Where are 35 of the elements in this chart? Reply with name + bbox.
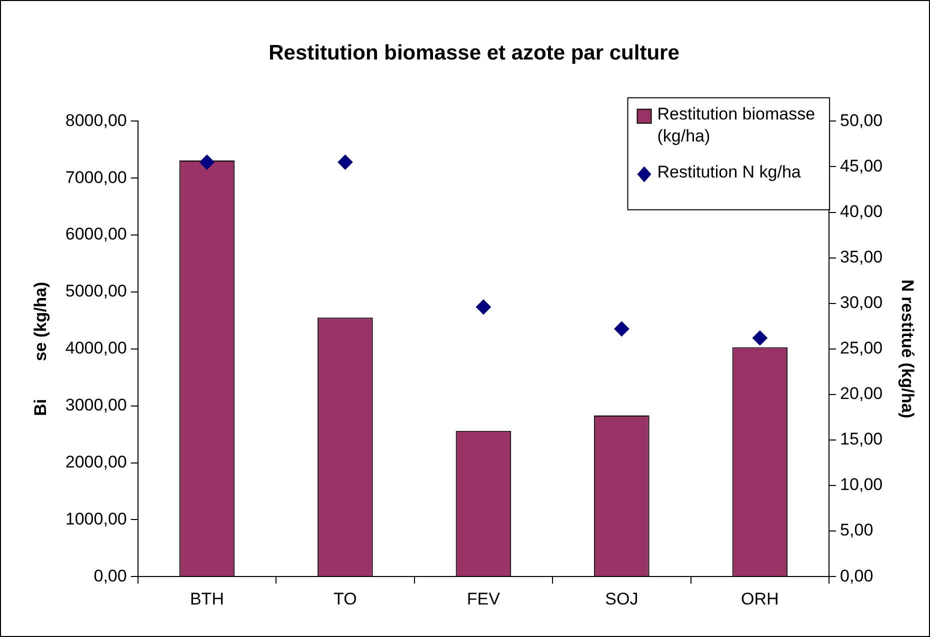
point (476, 300, 491, 315)
chart-title: Restitution biomasse et azote par culture (268, 41, 680, 64)
y-tick-label: 7000,00 (65, 168, 127, 187)
y2-axis-title: N restitué (kg/ha) (898, 279, 918, 418)
y-tick-label: 6000,00 (65, 224, 127, 244)
x-tick-label: TO (334, 589, 357, 608)
x-tick-label: SOJ (605, 589, 638, 608)
y2-tick-label: 25,00 (840, 338, 883, 358)
y2-tick-label: 40,00 (840, 202, 883, 221)
x-tick-label: FEV (466, 589, 501, 608)
y2-tick-label: 15,00 (840, 430, 883, 449)
y2-tick-label: 50,00 (840, 110, 883, 130)
y-tick-label: 2000,00 (65, 452, 127, 472)
y-tick-label: 3000,00 (65, 396, 127, 415)
y-tick-label: 4000,00 (65, 338, 127, 358)
legend-label: Restitution N kg/ha (657, 162, 802, 182)
point (614, 321, 630, 336)
x-tick-label: BTH (190, 589, 224, 608)
y-tick-label: 0,00 (94, 566, 127, 586)
legend-label: Restitution biomasse (kg/ha) (657, 104, 816, 146)
y2-tick-label: 5,00 (840, 520, 874, 540)
y-tick-label: 8000,00 (65, 110, 127, 130)
y2-tick-label: 10,00 (840, 475, 883, 494)
point (752, 330, 768, 346)
point (338, 154, 353, 170)
y-tick-label: 5000,00 (65, 282, 127, 301)
y2-tick-label: 45,00 (840, 156, 883, 176)
y2-tick-label: 35,00 (840, 248, 883, 267)
y2-tick-label: 20,00 (840, 384, 883, 404)
y-tick-label: 1000,00 (65, 509, 127, 528)
point (199, 154, 214, 170)
y2-tick-label: 0,00 (840, 566, 874, 586)
y-axis-title: Bi se (kg/ha) (30, 282, 50, 416)
y2-tick-label: 30,00 (840, 293, 883, 312)
x-tick-label: ORH (741, 589, 779, 608)
